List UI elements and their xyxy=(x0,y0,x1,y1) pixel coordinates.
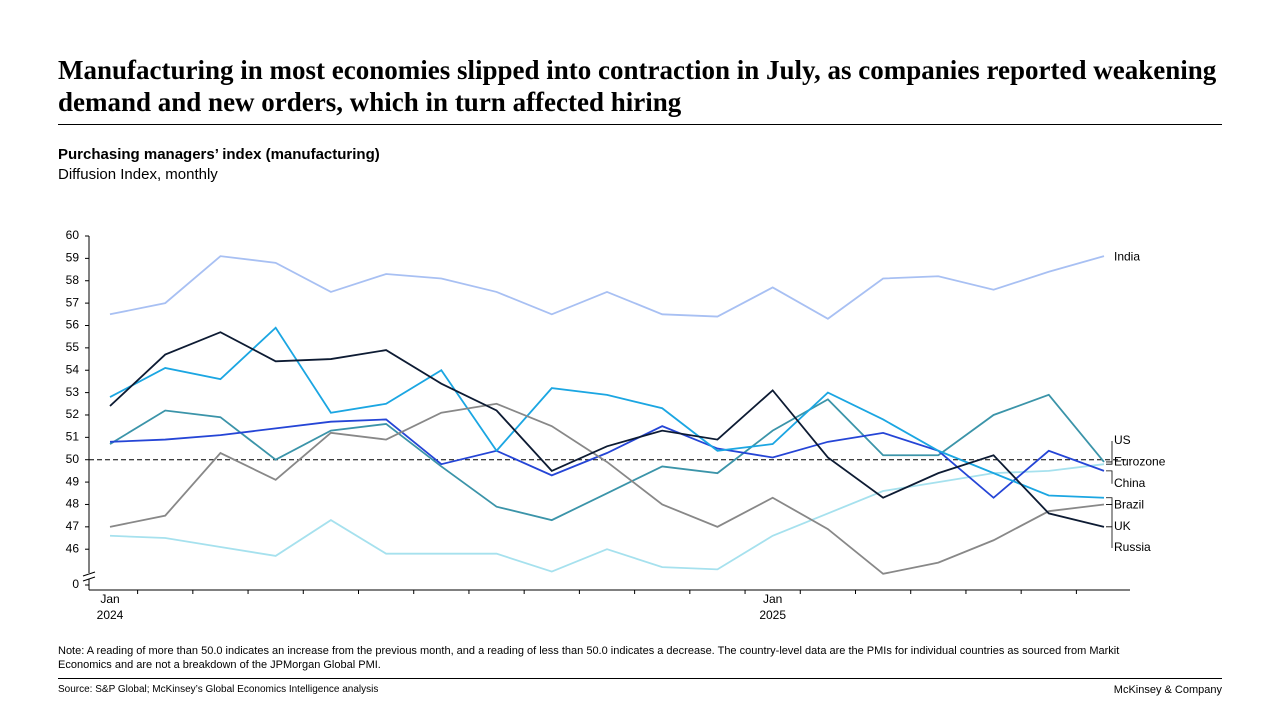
chart-title: Purchasing managers’ index (manufacturin… xyxy=(58,146,380,163)
page-title: Manufacturing in most economies slipped … xyxy=(58,55,1217,117)
series-label: Russia xyxy=(1114,540,1151,554)
title-rule xyxy=(58,124,1222,125)
y-tick-label: 47 xyxy=(66,519,80,533)
series-line xyxy=(109,393,1105,522)
label-connector xyxy=(1106,526,1113,548)
chart-subtitle: Diffusion Index, monthly xyxy=(58,166,218,183)
y-tick-label: 46 xyxy=(66,541,80,555)
label-connector xyxy=(1106,504,1113,527)
series-line xyxy=(109,326,1105,499)
y-tick-label: 58 xyxy=(66,273,80,287)
y-tick-label: 52 xyxy=(66,407,80,421)
x-tick-label: Jan 2025 xyxy=(759,592,786,622)
label-connector xyxy=(1106,470,1113,484)
y-tick-label: 60 xyxy=(66,228,80,242)
series-line xyxy=(109,418,1105,499)
x-tick-label: Jan 2024 xyxy=(97,592,124,622)
y-tick-label: 48 xyxy=(66,497,80,511)
series-label: Eurozone xyxy=(1114,455,1166,469)
axis-break xyxy=(82,571,96,577)
series-label: UK xyxy=(1114,519,1131,533)
y-tick-label: 55 xyxy=(66,340,80,354)
y-tick-label: 49 xyxy=(66,474,80,488)
label-connector xyxy=(1106,441,1113,463)
series-line xyxy=(109,255,1105,320)
y-tick-label: 51 xyxy=(66,430,80,444)
label-connector xyxy=(1106,497,1113,506)
y-tick-label: 57 xyxy=(66,295,80,309)
footer-rule xyxy=(58,678,1222,679)
y-tick-label: 56 xyxy=(66,318,80,332)
series-label: China xyxy=(1114,476,1146,490)
series-line xyxy=(109,463,1105,573)
label-connector xyxy=(1106,462,1113,465)
series-label: India xyxy=(1114,249,1140,263)
y-tick-label: 53 xyxy=(66,385,80,399)
y-tick-label: 0 xyxy=(72,577,79,591)
series-label: Brazil xyxy=(1114,497,1144,511)
note: Note: A reading of more than 50.0 indica… xyxy=(58,645,1120,671)
series-line xyxy=(109,402,1105,575)
axis-break xyxy=(82,576,96,582)
y-tick-label: 59 xyxy=(66,251,80,265)
series-label: US xyxy=(1114,433,1131,447)
axis-break-gap xyxy=(83,573,95,579)
y-tick-label: 50 xyxy=(66,452,80,466)
source: Source: S&P Global; McKinsey’s Global Ec… xyxy=(58,684,379,695)
y-tick-label: 54 xyxy=(66,362,80,376)
brand: McKinsey & Company xyxy=(1113,684,1222,696)
series-line xyxy=(109,331,1105,528)
